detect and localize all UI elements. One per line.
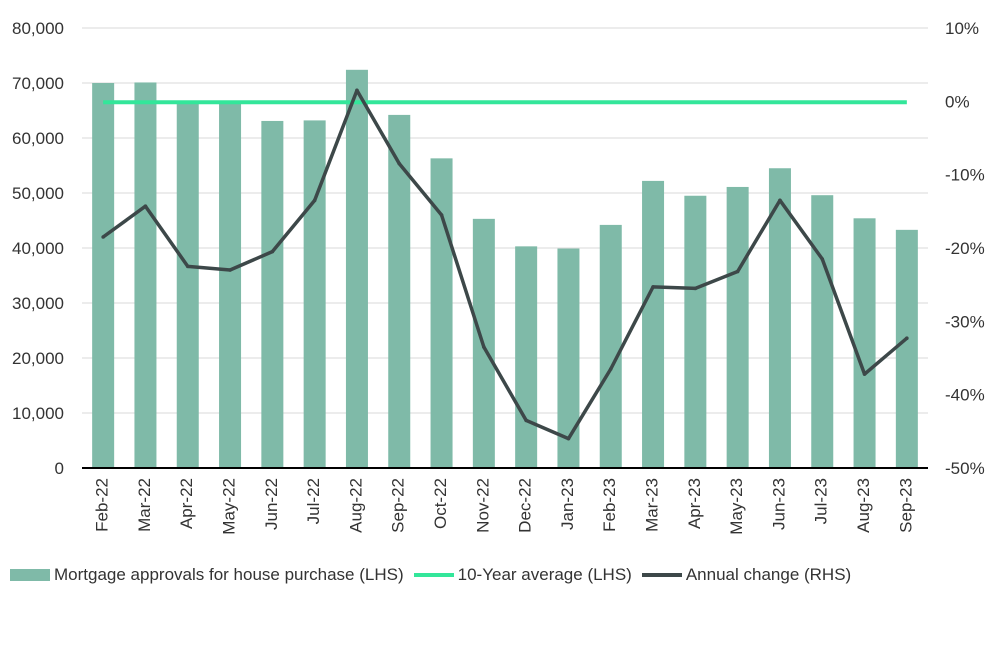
y-left-tick-label: 50,000 xyxy=(12,184,64,203)
y-left-tick-label: 30,000 xyxy=(12,294,64,313)
bar xyxy=(895,229,918,468)
x-tick-label: Sep-23 xyxy=(896,478,915,533)
annual-change-series xyxy=(101,88,909,441)
x-tick-label: Apr-22 xyxy=(177,478,196,529)
x-tick-label: Apr-23 xyxy=(685,478,704,529)
legend-label-approvals: Mortgage approvals for house purchase (L… xyxy=(54,565,404,584)
x-tick-label: Feb-23 xyxy=(600,478,619,532)
gridlines xyxy=(82,27,928,414)
y-left-tick-label: 40,000 xyxy=(12,239,64,258)
chart: 0 10,000 20,000 30,000 40,000 50,000 60,000 70,… xyxy=(12,19,985,535)
bar xyxy=(599,224,622,468)
annual-change-point xyxy=(608,367,613,371)
x-tick-label: Dec-22 xyxy=(516,478,535,533)
legend-label-average: 10-Year average (LHS) xyxy=(457,565,632,584)
annual-change-point xyxy=(270,249,275,254)
bar xyxy=(853,218,876,468)
x-tick-label: Aug-23 xyxy=(854,478,873,533)
bar xyxy=(388,114,411,469)
legend-label-annual-change: Annual change (RHS) xyxy=(685,565,852,584)
bar xyxy=(176,101,199,468)
x-tick-label: Jun-23 xyxy=(769,478,788,530)
x-tick-label: Mar-22 xyxy=(135,478,154,532)
bar xyxy=(515,246,538,468)
y-left-tick-label: 0 xyxy=(55,459,64,478)
legend-swatch-approvals xyxy=(10,569,50,581)
annual-change-point xyxy=(312,198,317,203)
annual-change-point xyxy=(228,268,232,272)
x-tick-label: Feb-22 xyxy=(93,478,112,532)
annual-change-point xyxy=(143,204,148,208)
annual-change-point xyxy=(566,436,571,441)
x-tick-label: May-23 xyxy=(727,478,746,535)
right-y-axis: -50% -40% -30% -20% -10% 0% 10% xyxy=(945,19,985,478)
annual-change-line xyxy=(102,88,908,441)
annual-change-point xyxy=(101,235,105,239)
legend: Mortgage approvals for house purchase (L… xyxy=(0,563,1000,587)
legend-item-annual-change: Annual change (RHS) xyxy=(636,565,851,585)
x-tick-label: May-22 xyxy=(220,478,239,535)
x-tick-label: Mar-23 xyxy=(643,478,662,532)
legend-item-approvals: Mortgage approvals for house purchase (L… xyxy=(0,565,404,585)
bar xyxy=(811,195,834,468)
y-left-tick-label: 10,000 xyxy=(12,404,64,423)
bar xyxy=(768,168,791,468)
bar xyxy=(684,195,707,468)
y-left-tick-label: 70,000 xyxy=(12,74,64,93)
annual-change-point xyxy=(397,161,402,166)
y-right-tick-label: -40% xyxy=(945,386,985,405)
x-axis: Feb-22 Mar-22 Apr-22 May-22 Jun-22 Jul-22 Aug-… xyxy=(93,478,916,535)
annual-change-point xyxy=(439,213,444,217)
bar xyxy=(557,248,580,468)
x-tick-label: Aug-22 xyxy=(346,478,365,533)
bar xyxy=(134,82,157,468)
annual-change-point xyxy=(651,285,655,289)
y-left-tick-label: 60,000 xyxy=(12,129,64,148)
annual-change-point xyxy=(693,286,698,291)
x-tick-label: Jul-22 xyxy=(304,478,323,524)
x-tick-label: Jan-23 xyxy=(558,478,577,530)
annual-change-point xyxy=(905,336,909,341)
x-tick-label: Jul-23 xyxy=(812,478,831,524)
annual-change-point xyxy=(778,198,782,203)
legend-swatch-average xyxy=(413,573,454,577)
bar xyxy=(261,120,284,468)
left-y-axis: 0 10,000 20,000 30,000 40,000 50,000 60,000 70,… xyxy=(12,19,64,478)
bar xyxy=(92,83,115,468)
bar xyxy=(345,69,368,469)
y-right-tick-label: -30% xyxy=(945,312,985,331)
y-right-tick-label: 0% xyxy=(945,92,970,111)
annual-change-point xyxy=(735,269,740,274)
x-tick-label: Sep-22 xyxy=(389,478,408,533)
bar xyxy=(303,120,326,469)
bar xyxy=(726,186,749,468)
y-left-tick-label: 80,000 xyxy=(12,19,64,38)
annual-change-point xyxy=(355,88,359,93)
y-right-tick-label: 10% xyxy=(945,19,979,38)
bar-series xyxy=(92,69,918,469)
bar xyxy=(642,180,665,468)
annual-change-point xyxy=(820,257,825,261)
x-tick-label: Oct-22 xyxy=(431,478,450,529)
annual-change-point xyxy=(524,418,528,423)
legend-item-average: 10-Year average (LHS) xyxy=(408,565,632,585)
annual-change-point xyxy=(862,372,867,376)
legend-swatch-annual-change xyxy=(641,573,682,577)
annual-change-point xyxy=(185,264,190,269)
annual-change-point xyxy=(482,345,486,349)
x-tick-label: Nov-22 xyxy=(473,478,492,533)
y-right-tick-label: -10% xyxy=(945,166,985,185)
bar xyxy=(219,101,242,469)
y-right-tick-label: -50% xyxy=(945,459,985,478)
y-right-tick-label: -20% xyxy=(945,239,985,258)
y-left-tick-label: 20,000 xyxy=(12,349,64,368)
x-tick-label: Jun-22 xyxy=(262,478,281,530)
